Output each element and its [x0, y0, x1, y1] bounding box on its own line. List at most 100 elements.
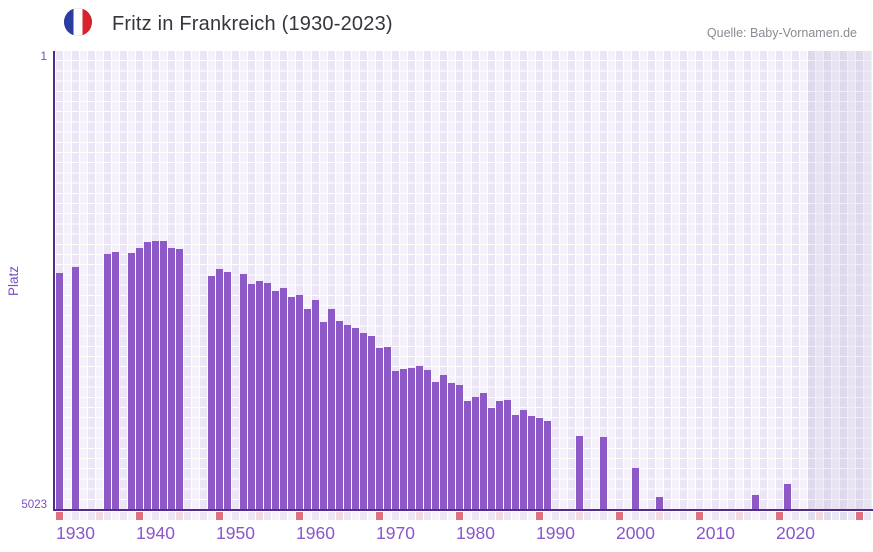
rank-bar-1995[interactable]: [576, 435, 583, 510]
rank-bar-1941[interactable]: [144, 242, 151, 510]
x-tick-1959: [288, 512, 295, 520]
x-tick-2024: [808, 512, 815, 520]
x-tick-1987: [512, 512, 519, 520]
rank-bar-2017[interactable]: [752, 495, 759, 510]
x-axis-labels: 1930 1940 1950 1960 1970 1980 1990 2000 2010 2020: [0, 523, 873, 545]
x-tick-1954: [248, 512, 255, 520]
rank-bar-1954[interactable]: [248, 283, 255, 510]
x-tick-1984: [488, 512, 495, 520]
x-tick-2003: [640, 512, 647, 520]
rank-bar-1991[interactable]: [544, 421, 551, 510]
rank-bar-2002[interactable]: [632, 468, 639, 510]
rank-bar-1957[interactable]: [272, 291, 279, 510]
x-tick-1994: [568, 512, 575, 520]
rank-bar-1964[interactable]: [328, 309, 335, 510]
rank-bar-1979[interactable]: [448, 382, 455, 510]
x-tick-2025: [816, 512, 823, 520]
x-tick-2011: [704, 512, 711, 520]
rank-bar-1969[interactable]: [368, 336, 375, 510]
rank-bar-1963[interactable]: [320, 321, 327, 510]
rank-bar-1942[interactable]: [152, 241, 159, 510]
x-tick-1933: [80, 512, 87, 520]
rank-bar-1973[interactable]: [400, 369, 407, 510]
rank-bar-1960[interactable]: [296, 294, 303, 510]
rank-bar-1989[interactable]: [528, 416, 535, 510]
x-tick-1940: [136, 512, 143, 520]
rank-bar-1986[interactable]: [504, 400, 511, 510]
rank-bar-1937[interactable]: [112, 251, 119, 510]
rank-bar-1962[interactable]: [312, 300, 319, 510]
rank-bar-1930[interactable]: [56, 273, 63, 510]
x-tick-1975: [416, 512, 423, 520]
x-tick-2001: [624, 512, 631, 520]
rank-bar-1966[interactable]: [344, 325, 351, 510]
rank-bar-1950[interactable]: [216, 269, 223, 510]
rank-bar-1955[interactable]: [256, 281, 263, 510]
x-tick-1997: [592, 512, 599, 520]
x-tick-2029: [848, 512, 855, 520]
rank-bar-1980[interactable]: [456, 384, 463, 510]
rank-bar-1974[interactable]: [408, 368, 415, 510]
rank-bar-1984[interactable]: [488, 408, 495, 510]
rank-bar-2005[interactable]: [656, 496, 663, 510]
rank-bar-1970[interactable]: [376, 348, 383, 510]
rank-bar-1975[interactable]: [416, 365, 423, 510]
rank-bar-1982[interactable]: [472, 396, 479, 510]
x-tick-strip: [56, 512, 872, 520]
rank-bar-1961[interactable]: [304, 308, 311, 510]
rank-bar-1949[interactable]: [208, 275, 215, 510]
rank-bar-1981[interactable]: [464, 401, 471, 510]
x-tick-1930: [56, 512, 63, 520]
rank-bar-1951[interactable]: [224, 272, 231, 510]
rank-bar-1983[interactable]: [480, 393, 487, 510]
x-tick-1953: [240, 512, 247, 520]
rank-bar-1987[interactable]: [512, 415, 519, 510]
x-tick-1972: [392, 512, 399, 520]
x-tick-1993: [560, 512, 567, 520]
rank-bar-1956[interactable]: [264, 282, 271, 510]
x-tick-2009: [688, 512, 695, 520]
x-tick-1989: [528, 512, 535, 520]
rank-bar-1976[interactable]: [424, 369, 431, 510]
rank-bar-1968[interactable]: [360, 333, 367, 510]
y-axis-line: [53, 51, 55, 510]
rank-bar-1939[interactable]: [128, 252, 135, 510]
france-flag-icon: [64, 8, 92, 36]
rank-bar-1959[interactable]: [288, 296, 295, 510]
rank-bar-1965[interactable]: [336, 321, 343, 510]
x-tick-1991: [544, 512, 551, 520]
x-tick-2008: [680, 512, 687, 520]
rank-bar-1977[interactable]: [432, 381, 439, 510]
rank-bar-1944[interactable]: [168, 248, 175, 510]
rank-bar-1967[interactable]: [352, 328, 359, 510]
rank-bar-1936[interactable]: [104, 254, 111, 510]
x-tick-1990: [536, 512, 543, 520]
rank-bar-1953[interactable]: [240, 273, 247, 510]
x-tick-2019: [768, 512, 775, 520]
x-tick-1950: [216, 512, 223, 520]
rank-bar-1958[interactable]: [280, 287, 287, 510]
rank-bar-1972[interactable]: [392, 370, 399, 510]
rank-bar-1940[interactable]: [136, 248, 143, 510]
rank-bar-1988[interactable]: [520, 410, 527, 510]
x-tick-1962: [312, 512, 319, 520]
x-tick-1998: [600, 512, 607, 520]
rank-bar-1945[interactable]: [176, 249, 183, 510]
rank-bar-1985[interactable]: [496, 401, 503, 510]
rank-bar-1943[interactable]: [160, 241, 167, 510]
x-tick-2012: [712, 512, 719, 520]
y-axis-label: Platz: [6, 265, 21, 296]
rank-bar-1990[interactable]: [536, 418, 543, 510]
x-tick-2016: [744, 512, 751, 520]
chart-title: Fritz in Frankreich (1930-2023): [112, 13, 393, 35]
x-tick-1960: [296, 512, 303, 520]
rank-bar-1932[interactable]: [72, 267, 79, 510]
rank-bar-1971[interactable]: [384, 347, 391, 510]
rank-bar-1998[interactable]: [600, 436, 607, 510]
x-tick-1965: [336, 512, 343, 520]
x-tick-1966: [344, 512, 351, 520]
x-tick-1958: [280, 512, 287, 520]
x-tick-1995: [576, 512, 583, 520]
rank-bar-2021[interactable]: [784, 484, 791, 510]
rank-bar-1978[interactable]: [440, 374, 447, 510]
